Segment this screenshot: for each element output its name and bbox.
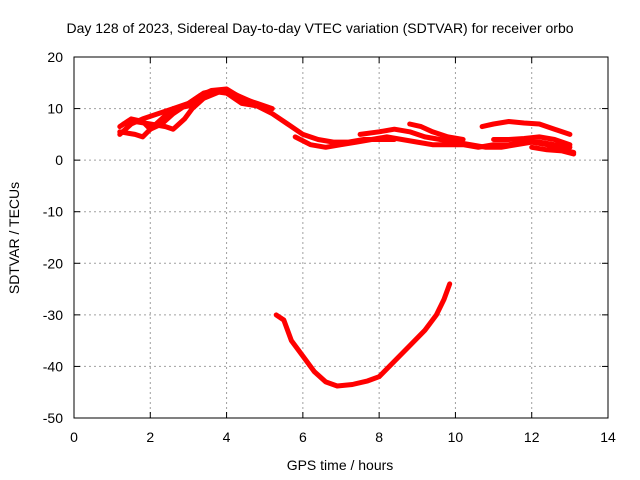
y-ticks: 20 10 0 -10 -20 -30 -40 -50 [43,49,608,426]
y-tick-label: -50 [43,410,63,426]
series-line-track-i [491,134,573,148]
y-tick-label: 0 [55,152,63,168]
y-tick-label: -30 [43,307,63,323]
x-tick-label: 6 [299,429,307,445]
chart-title: Day 128 of 2023, Sidereal Day-to-day VTE… [66,20,573,36]
y-tick-label: -10 [43,204,63,220]
y-tick-label: -20 [43,255,63,271]
x-tick-label: 12 [524,429,540,445]
series-line-track-k [273,281,453,389]
plot-series [117,86,577,389]
y-tick-label: -40 [43,358,63,374]
series-line-track-g [407,121,466,142]
series-line-track-d [121,89,268,132]
x-ticks: 0 2 4 6 8 10 12 14 [70,57,616,445]
x-axis-label: GPS time / hours [287,457,394,473]
y-axis-label: SDTVAR / TECUs [6,182,22,294]
series-line-track-h [479,119,573,137]
x-tick-label: 14 [600,429,616,445]
y-tick-label: 10 [47,101,63,117]
series-line-track-f [357,126,577,155]
plot-frame [73,56,609,419]
series-line-track-j [529,144,577,157]
y-tick-label: 20 [47,49,63,65]
x-tick-label: 10 [448,429,464,445]
x-tick-label: 0 [70,429,78,445]
x-tick-label: 4 [223,429,231,445]
grid-lines [74,57,608,418]
x-tick-label: 2 [146,429,154,445]
x-tick-label: 8 [375,429,383,445]
